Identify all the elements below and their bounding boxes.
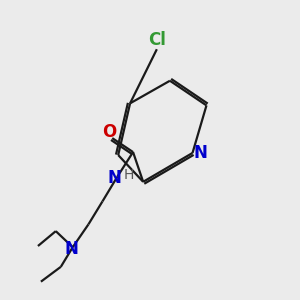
Text: Cl: Cl <box>148 31 166 49</box>
Text: N: N <box>194 144 208 162</box>
Text: O: O <box>102 123 116 141</box>
Text: N: N <box>64 240 78 258</box>
Text: H: H <box>123 168 134 182</box>
Text: N: N <box>107 169 121 187</box>
